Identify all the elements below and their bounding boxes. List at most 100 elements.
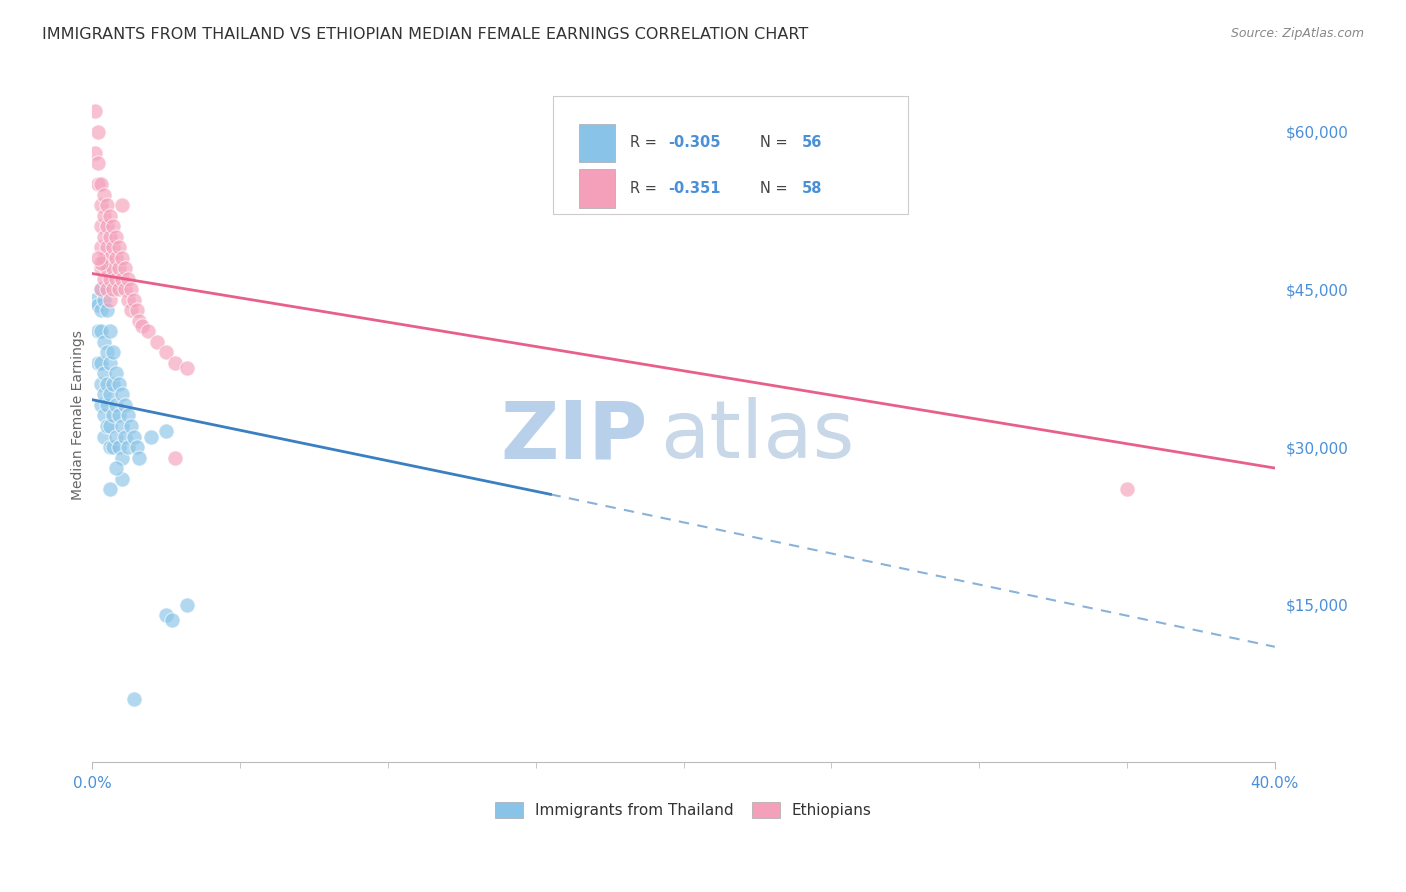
Point [117, 409, 139, 423]
Point [96, 240, 118, 254]
Point [93, 293, 115, 307]
Point [90, 282, 112, 296]
Point [176, 598, 198, 612]
Text: N =: N = [761, 181, 793, 196]
Point [111, 198, 134, 212]
Point [96, 398, 118, 412]
Point [101, 345, 124, 359]
Point [122, 692, 145, 706]
Point [104, 251, 127, 265]
Text: -0.351: -0.351 [668, 181, 721, 196]
Point [98, 440, 121, 454]
Point [114, 429, 136, 443]
Point [90, 303, 112, 318]
Point [101, 261, 124, 276]
Point [107, 240, 129, 254]
Point [84, 293, 107, 307]
Point [90, 256, 112, 270]
Point [104, 367, 127, 381]
Y-axis label: Median Female Earnings: Median Female Earnings [72, 331, 86, 500]
Text: atlas: atlas [659, 397, 855, 475]
Point [98, 324, 121, 338]
Text: ZIP: ZIP [501, 397, 648, 475]
Point [155, 424, 177, 438]
Point [107, 282, 129, 296]
FancyBboxPatch shape [579, 124, 614, 161]
Text: R =: R = [630, 136, 662, 150]
FancyBboxPatch shape [554, 96, 908, 214]
Point [125, 303, 148, 318]
Point [163, 450, 186, 465]
Point [101, 409, 124, 423]
Point [90, 198, 112, 212]
Text: 58: 58 [801, 181, 823, 196]
Point [107, 440, 129, 454]
Point [98, 419, 121, 434]
Point [111, 272, 134, 286]
Point [117, 272, 139, 286]
Point [122, 293, 145, 307]
Point [98, 356, 121, 370]
Point [104, 229, 127, 244]
Text: -0.305: -0.305 [668, 136, 721, 150]
Point [114, 261, 136, 276]
Point [93, 209, 115, 223]
Point [93, 367, 115, 381]
Text: Source: ZipAtlas.com: Source: ZipAtlas.com [1230, 27, 1364, 40]
Point [117, 440, 139, 454]
Text: R =: R = [630, 181, 662, 196]
Point [176, 361, 198, 376]
Point [96, 345, 118, 359]
Point [98, 482, 121, 496]
Point [87, 251, 110, 265]
Point [93, 334, 115, 349]
Point [141, 429, 163, 443]
Point [111, 251, 134, 265]
Point [96, 198, 118, 212]
Point [87, 156, 110, 170]
FancyBboxPatch shape [579, 169, 614, 208]
Point [101, 240, 124, 254]
Point [84, 145, 107, 160]
Text: N =: N = [761, 136, 793, 150]
Point [111, 450, 134, 465]
Point [90, 282, 112, 296]
Point [96, 261, 118, 276]
Point [87, 356, 110, 370]
Point [122, 429, 145, 443]
Point [90, 261, 112, 276]
Text: 56: 56 [801, 136, 823, 150]
Point [120, 419, 142, 434]
Point [155, 608, 177, 623]
Point [93, 387, 115, 401]
Point [93, 272, 115, 286]
Point [107, 376, 129, 391]
Point [98, 251, 121, 265]
Legend: Immigrants from Thailand, Ethiopians: Immigrants from Thailand, Ethiopians [489, 796, 877, 824]
Point [93, 429, 115, 443]
Point [101, 282, 124, 296]
Point [120, 282, 142, 296]
Point [98, 272, 121, 286]
Point [96, 303, 118, 318]
Point [155, 345, 177, 359]
Point [107, 409, 129, 423]
Point [87, 177, 110, 191]
Point [107, 261, 129, 276]
Point [87, 298, 110, 312]
Point [101, 440, 124, 454]
Point [90, 219, 112, 234]
Point [98, 293, 121, 307]
Point [128, 450, 150, 465]
Point [146, 334, 169, 349]
Point [131, 319, 153, 334]
Point [96, 282, 118, 296]
Point [93, 187, 115, 202]
Point [98, 387, 121, 401]
Point [104, 398, 127, 412]
Point [117, 293, 139, 307]
Point [138, 324, 160, 338]
Point [90, 240, 112, 254]
Point [101, 376, 124, 391]
Point [87, 324, 110, 338]
